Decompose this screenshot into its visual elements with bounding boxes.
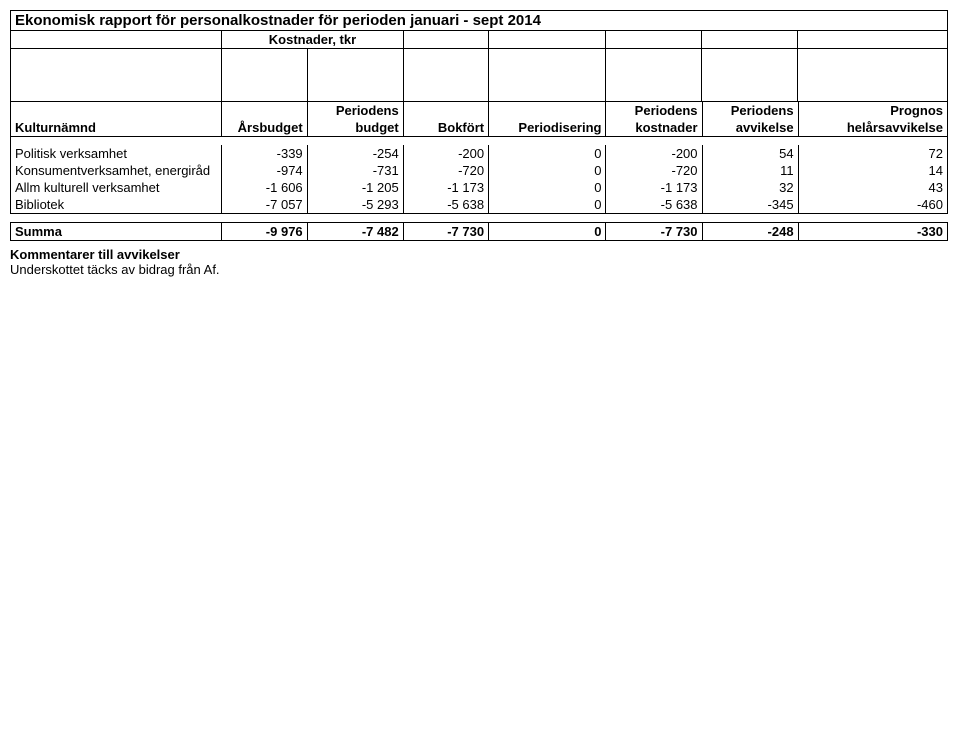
table-row: Konsumentverksamhet, energiråd -974 -731… — [11, 162, 948, 179]
col-periodens-budget-1: Periodens — [307, 102, 403, 119]
row-label: Politisk verksamhet — [11, 145, 222, 162]
report-title: Ekonomisk rapport för personalkostnader … — [11, 11, 948, 31]
col-kulturnamnd: Kulturnämnd — [11, 119, 222, 137]
col-periodens-avvikelse-2: avvikelse — [702, 119, 798, 137]
col-prognos-2: helårsavvikelse — [798, 119, 947, 137]
row-label: Konsumentverksamhet, energiråd — [11, 162, 222, 179]
title-table: Ekonomisk rapport för personalkostnader … — [10, 10, 948, 102]
col-arsbudget: Årsbudget — [222, 119, 307, 137]
table-row: Politisk verksamhet -339 -254 -200 0 -20… — [11, 145, 948, 162]
comments-heading: Kommentarer till avvikelser — [10, 247, 950, 262]
col-prognos-1: Prognos — [798, 102, 947, 119]
comments-text: Underskottet täcks av bidrag från Af. — [10, 262, 950, 277]
summary-label: Summa — [11, 223, 222, 241]
col-periodens-kostnader-2: kostnader — [606, 119, 702, 137]
report-container: Ekonomisk rapport för personalkostnader … — [10, 10, 950, 277]
row-label: Allm kulturell verksamhet — [11, 179, 222, 196]
col-periodens-kostnader-1: Periodens — [606, 102, 702, 119]
table-row: Bibliotek -7 057 -5 293 -5 638 0 -5 638 … — [11, 196, 948, 214]
comments-section: Kommentarer till avvikelser Underskottet… — [10, 247, 950, 277]
report-subtitle: Kostnader, tkr — [222, 31, 403, 49]
col-periodens-avvikelse-1: Periodens — [702, 102, 798, 119]
data-table: Periodens Periodens Periodens Prognos Ku… — [10, 102, 948, 241]
row-label: Bibliotek — [11, 196, 222, 214]
col-bokfort: Bokfört — [403, 119, 488, 137]
table-row: Allm kulturell verksamhet -1 606 -1 205 … — [11, 179, 948, 196]
summary-row: Summa -9 976 -7 482 -7 730 0 -7 730 -248… — [11, 223, 948, 241]
col-periodens-budget-2: budget — [307, 119, 403, 137]
col-periodisering: Periodisering — [489, 119, 606, 137]
